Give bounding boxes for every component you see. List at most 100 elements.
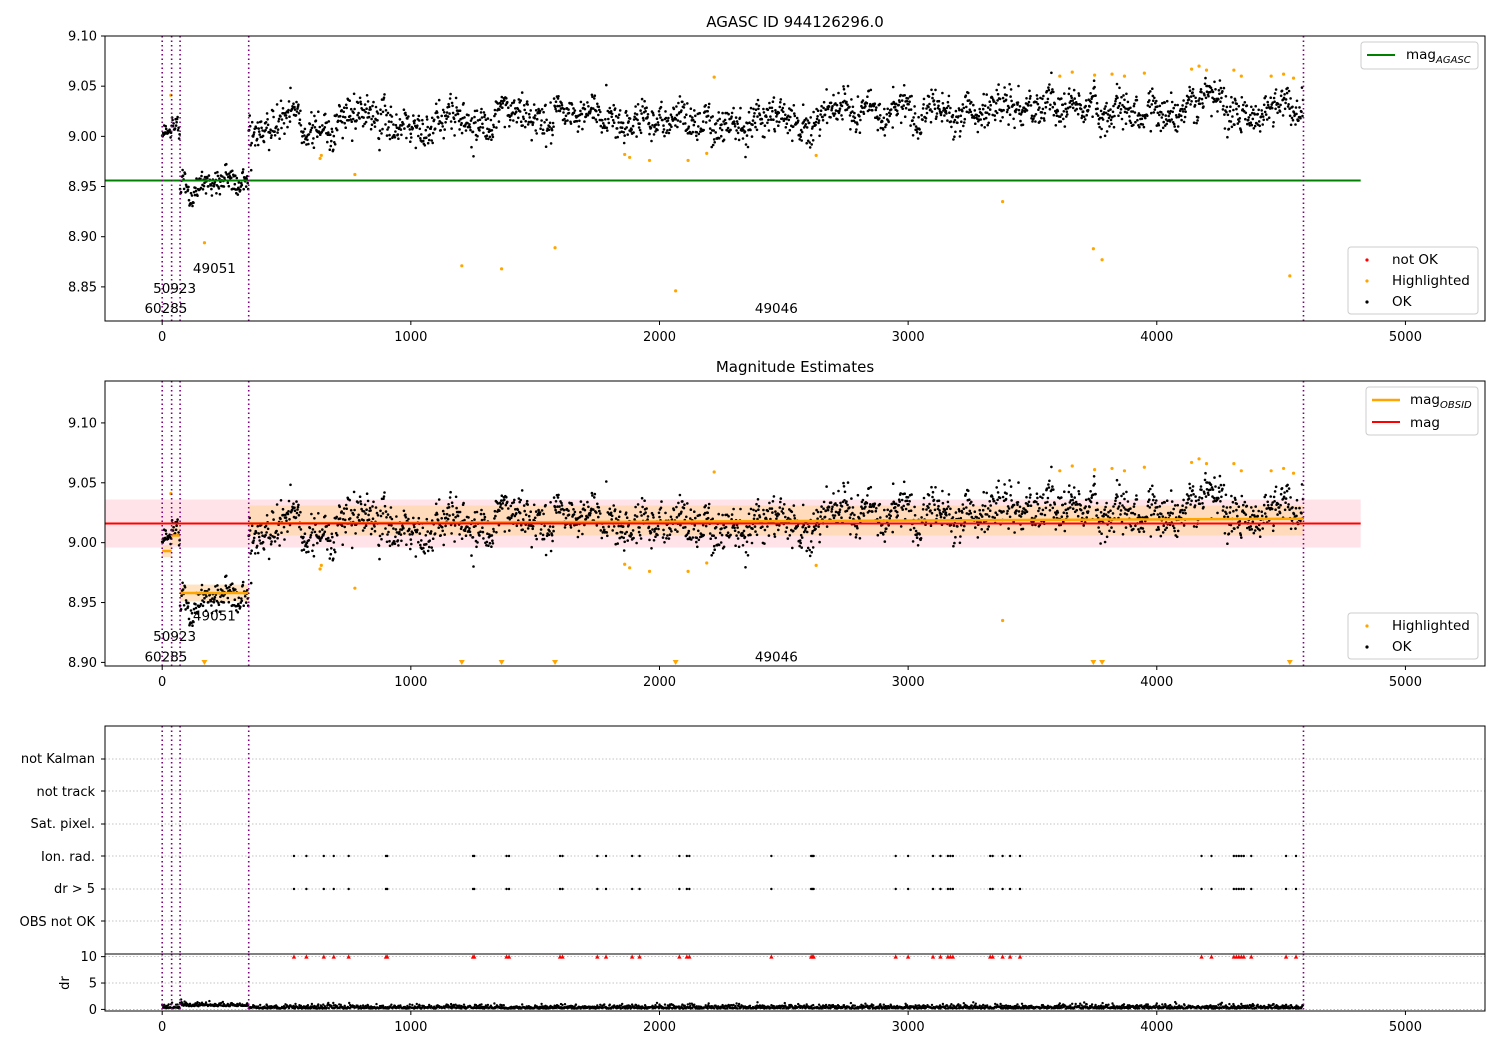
clipped-point-marker	[672, 660, 679, 665]
ok-point	[791, 546, 794, 550]
ok-point	[947, 94, 951, 98]
ok-point	[302, 535, 305, 539]
ok-point	[341, 136, 345, 140]
ok-point	[1262, 103, 1266, 107]
ok-point	[1260, 112, 1264, 116]
ok-point	[347, 119, 351, 122]
ok-point	[713, 141, 716, 144]
ok-point	[195, 177, 198, 180]
ok-point	[858, 537, 862, 540]
ok-point	[598, 108, 601, 112]
ok-point	[184, 608, 187, 611]
ok-point	[176, 115, 179, 119]
ok-point	[654, 123, 658, 126]
ok-point	[772, 495, 776, 498]
ok-point	[717, 512, 720, 516]
ok-point	[1283, 107, 1287, 111]
y-tick-label: 9.10	[68, 30, 97, 45]
ok-point	[307, 142, 310, 146]
ok-point	[353, 107, 356, 111]
ok-point	[842, 485, 846, 488]
ok-point	[390, 517, 394, 521]
ok-point	[825, 485, 828, 488]
ok-point	[1009, 494, 1012, 497]
ok-point	[305, 551, 308, 554]
ok-point	[1189, 494, 1193, 497]
ok-point	[620, 126, 624, 129]
legend-not-ok-label: not OK	[1392, 252, 1439, 268]
ok-point	[583, 107, 587, 111]
ok-point	[426, 549, 430, 553]
ok-point	[1006, 509, 1009, 513]
ok-point	[462, 101, 465, 105]
dr-point	[208, 999, 211, 1003]
flag-point	[1250, 854, 1253, 858]
ok-point	[825, 121, 829, 125]
ok-point	[635, 515, 639, 518]
ok-point	[505, 97, 508, 100]
ok-point	[1294, 506, 1298, 510]
ok-point	[1112, 530, 1116, 533]
ok-point	[298, 122, 301, 125]
ok-point	[829, 116, 832, 119]
ok-point	[1163, 501, 1166, 504]
ok-point	[519, 99, 522, 102]
dr-point	[200, 1001, 204, 1004]
ok-point	[311, 124, 315, 127]
highlighted-point	[553, 246, 557, 250]
ok-point	[1120, 95, 1123, 99]
ok-point	[753, 513, 756, 517]
ok-point	[735, 129, 738, 132]
ok-point	[818, 533, 822, 536]
ok-point	[385, 134, 389, 137]
flag-point	[951, 887, 955, 891]
ok-point	[1079, 504, 1082, 507]
ok-point	[885, 123, 888, 126]
ok-point	[1225, 110, 1228, 114]
ok-point	[1277, 105, 1281, 109]
ok-point	[381, 512, 385, 515]
ok-point	[333, 550, 337, 554]
ok-point	[348, 517, 352, 520]
ok-point	[589, 110, 592, 113]
ok-point	[973, 109, 977, 112]
ok-point	[982, 117, 986, 121]
ok-point	[297, 103, 300, 106]
ok-point	[925, 111, 929, 115]
ok-point	[542, 132, 546, 135]
ok-point	[1156, 105, 1159, 108]
ok-point	[1242, 503, 1245, 507]
ok-point	[1023, 511, 1027, 515]
ok-point	[787, 516, 790, 520]
ok-point	[754, 125, 757, 129]
ok-point	[988, 100, 991, 103]
ok-point	[586, 101, 589, 104]
ok-point	[1161, 113, 1165, 116]
ok-point	[1047, 483, 1050, 486]
ok-point	[1267, 116, 1271, 119]
ok-point	[1196, 119, 1199, 122]
ok-point	[621, 121, 625, 125]
ok-point	[666, 534, 669, 537]
ok-point	[206, 176, 209, 180]
ok-point	[442, 136, 446, 140]
ok-point	[693, 109, 696, 112]
ok-point	[557, 95, 560, 98]
ok-point	[637, 126, 641, 129]
ok-point	[445, 512, 449, 516]
ok-point	[359, 500, 362, 503]
ok-point	[1075, 508, 1078, 512]
ok-point	[250, 141, 253, 145]
ok-point	[866, 95, 869, 98]
ok-point	[323, 530, 327, 534]
ok-point	[466, 525, 469, 529]
ok-point	[487, 137, 490, 141]
ok-point	[425, 118, 429, 121]
ok-point	[707, 102, 711, 106]
ok-point	[1238, 117, 1242, 120]
ok-point	[656, 533, 659, 537]
ok-point	[962, 106, 966, 110]
ok-point	[351, 117, 355, 121]
ok-point	[625, 530, 628, 534]
